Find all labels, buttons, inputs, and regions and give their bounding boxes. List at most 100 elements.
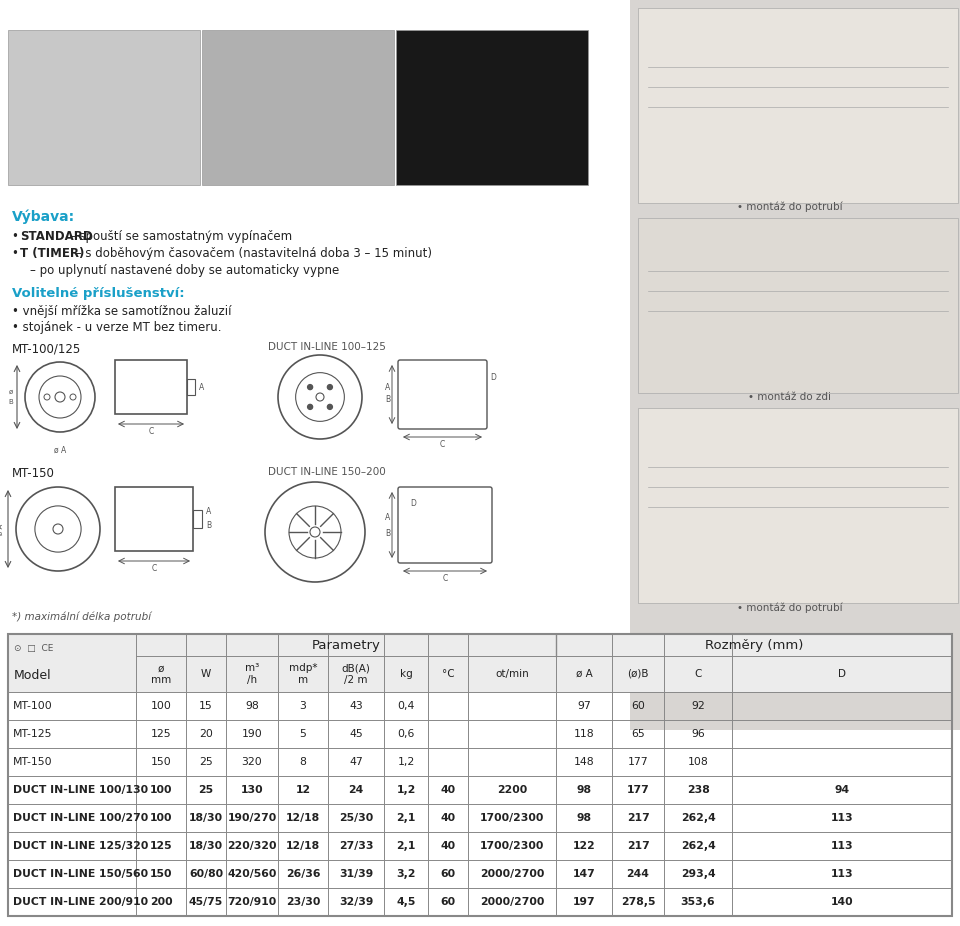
Text: 140: 140: [830, 897, 853, 907]
Text: Rozměry (mm): Rozměry (mm): [705, 639, 804, 652]
Bar: [115, 360, 187, 414]
Text: 2,1: 2,1: [396, 813, 416, 823]
Text: C: C: [694, 669, 702, 679]
Text: 217: 217: [627, 841, 649, 851]
Text: ot/min: ot/min: [495, 669, 529, 679]
Text: 720/910: 720/910: [228, 897, 276, 907]
Text: 25: 25: [199, 757, 213, 767]
Text: 45: 45: [349, 729, 363, 739]
Text: • vnější mřížka se samotížnou žaluzií: • vnější mřížka se samotížnou žaluzií: [12, 305, 231, 318]
Text: C: C: [443, 574, 447, 583]
Text: MT-100/125: MT-100/125: [12, 342, 82, 355]
Bar: [630, 0, 960, 730]
Text: dB(A)
/2 m: dB(A) /2 m: [342, 663, 371, 685]
Text: DUCT IN-LINE 100/270: DUCT IN-LINE 100/270: [13, 813, 148, 823]
Bar: [8, 30, 200, 185]
Text: 3: 3: [300, 701, 306, 711]
Text: m³
/h: m³ /h: [245, 663, 259, 685]
Text: 177: 177: [627, 785, 649, 795]
Text: •: •: [12, 230, 23, 243]
Text: 113: 113: [830, 813, 853, 823]
Text: 20: 20: [199, 729, 213, 739]
Text: 220/320: 220/320: [228, 841, 276, 851]
Text: 0,4: 0,4: [397, 701, 415, 711]
Text: D: D: [838, 669, 846, 679]
Text: MT-150: MT-150: [12, 467, 55, 480]
Bar: [638, 408, 958, 603]
Text: ⊙  □  CE: ⊙ □ CE: [14, 644, 54, 653]
Text: 177: 177: [628, 757, 648, 767]
Text: 125: 125: [151, 729, 171, 739]
Text: B: B: [9, 399, 13, 405]
Text: °C: °C: [442, 669, 454, 679]
Text: Parametry: Parametry: [312, 639, 380, 652]
Text: 262,4: 262,4: [681, 813, 715, 823]
Text: 190/270: 190/270: [228, 813, 276, 823]
Text: A: A: [206, 507, 211, 517]
Text: 98: 98: [577, 785, 591, 795]
Text: 1,2: 1,2: [396, 785, 416, 795]
Bar: [396, 30, 588, 185]
Text: ø
mm: ø mm: [151, 663, 171, 685]
Text: Volitelné příslušenství:: Volitelné příslušenství:: [12, 287, 184, 300]
Text: 147: 147: [572, 869, 595, 879]
Bar: [115, 487, 193, 551]
Text: B: B: [385, 529, 390, 537]
Text: mdp*
m: mdp* m: [289, 663, 317, 685]
Text: 122: 122: [572, 841, 595, 851]
Text: • montáž do zdi: • montáž do zdi: [749, 392, 831, 402]
Text: ø A: ø A: [54, 446, 66, 455]
Text: 420/560: 420/560: [228, 869, 276, 879]
Text: 1700/2300: 1700/2300: [480, 841, 544, 851]
Text: DUCT IN-LINE 100/130: DUCT IN-LINE 100/130: [13, 785, 148, 795]
Text: 27/33: 27/33: [339, 841, 373, 851]
Text: MT-125: MT-125: [13, 729, 53, 739]
Text: 15: 15: [199, 701, 213, 711]
Text: 40: 40: [441, 813, 456, 823]
Text: 217: 217: [627, 813, 649, 823]
Text: 2200: 2200: [497, 785, 527, 795]
Circle shape: [327, 384, 332, 390]
Text: 148: 148: [574, 757, 594, 767]
Text: – s doběhovým časovačem (nastavitelná doba 3 – 15 minut): – s doběhovým časovačem (nastavitelná do…: [72, 247, 432, 260]
Text: kg: kg: [399, 669, 413, 679]
Text: C: C: [440, 440, 444, 449]
Text: ø A: ø A: [0, 523, 4, 534]
Text: 23/30: 23/30: [286, 897, 321, 907]
Text: 1700/2300: 1700/2300: [480, 813, 544, 823]
Text: 47: 47: [349, 757, 363, 767]
Text: 3,2: 3,2: [396, 869, 416, 879]
Text: ø A: ø A: [576, 669, 592, 679]
Text: A: A: [199, 382, 204, 392]
Text: 2000/2700: 2000/2700: [480, 869, 544, 879]
Text: 31/39: 31/39: [339, 869, 373, 879]
Text: 130: 130: [241, 785, 263, 795]
Text: 278,5: 278,5: [621, 897, 656, 907]
Bar: [638, 8, 958, 203]
Text: MT-150: MT-150: [13, 757, 53, 767]
Text: 40: 40: [441, 841, 456, 851]
Text: 26/36: 26/36: [286, 869, 321, 879]
Text: 60: 60: [631, 701, 645, 711]
Bar: [8, 634, 952, 692]
Text: W: W: [201, 669, 211, 679]
Text: DUCT IN-LINE 200/910: DUCT IN-LINE 200/910: [13, 897, 148, 907]
Text: 60/80: 60/80: [189, 869, 223, 879]
Text: DUCT IN-LINE 125/320: DUCT IN-LINE 125/320: [13, 841, 149, 851]
Text: 244: 244: [627, 869, 649, 879]
Text: 320: 320: [242, 757, 262, 767]
Text: (ø)B: (ø)B: [627, 669, 649, 679]
Text: 262,4: 262,4: [681, 841, 715, 851]
Text: 4,5: 4,5: [396, 897, 416, 907]
Text: 190: 190: [242, 729, 262, 739]
Text: 113: 113: [830, 841, 853, 851]
Bar: [202, 30, 394, 185]
Text: 98: 98: [577, 813, 591, 823]
Text: 100: 100: [150, 785, 172, 795]
Text: ø: ø: [9, 389, 13, 395]
Text: 5: 5: [300, 729, 306, 739]
Text: • montáž do potrubí: • montáž do potrubí: [737, 202, 843, 212]
Text: A: A: [385, 383, 390, 393]
Text: 100: 100: [150, 813, 172, 823]
Text: 18/30: 18/30: [189, 841, 223, 851]
